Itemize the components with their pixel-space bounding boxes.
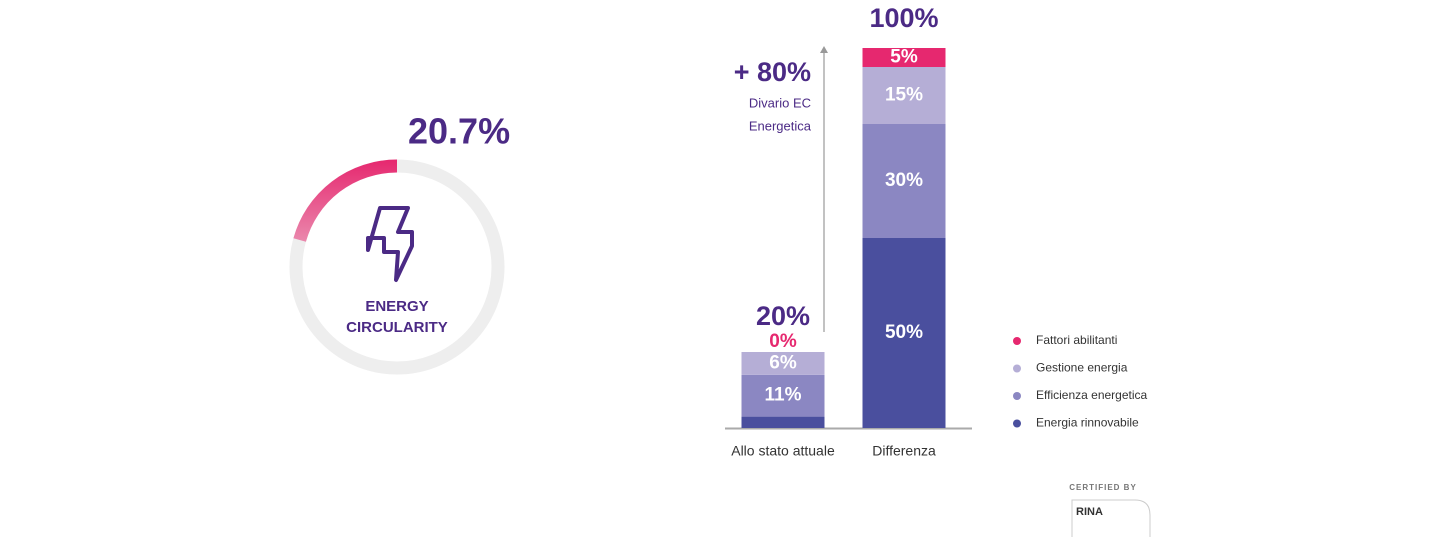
bar-segment: [741, 416, 825, 428]
gap-note: Energetica: [749, 118, 812, 133]
x-tick-label: Differenza: [872, 443, 936, 459]
total-label: 100%: [869, 3, 938, 33]
gauge-value: 20.7%: [408, 111, 510, 152]
gap-arrowhead: [820, 46, 828, 53]
legend-marker: [1013, 364, 1021, 373]
gauge-label: CIRCULARITY: [346, 319, 448, 336]
lightning-icon: [366, 206, 414, 282]
gap-note: Divario EC: [749, 95, 811, 110]
legend-marker: [1013, 392, 1021, 400]
certification: CERTIFIED BY RINA: [1069, 483, 1151, 537]
total-label: 20%: [756, 301, 810, 331]
legend-label: Energia rinnovabile: [1036, 416, 1139, 430]
legend-marker: [1013, 419, 1021, 428]
value-label: 6%: [769, 352, 797, 373]
gauge: ENERGY CIRCULARITY 20.7%: [289, 111, 510, 375]
value-label: 5%: [890, 47, 918, 68]
gauge-arc: [293, 159, 398, 242]
value-label: 11%: [765, 385, 802, 406]
legend-marker: [1013, 337, 1021, 345]
legend-label: Fattori abilitanti: [1036, 333, 1117, 347]
cert-caption: CERTIFIED BY: [1069, 483, 1137, 492]
value-label: 50%: [885, 322, 923, 343]
legend-label: Gestione energia: [1036, 361, 1128, 375]
cert-logo: RINA: [1076, 506, 1103, 518]
gap-label: + 80%: [734, 57, 811, 87]
bar-segment: [862, 67, 946, 124]
bar-segment: [862, 48, 946, 67]
bar-segment: [741, 374, 825, 417]
bar-segment: [862, 124, 946, 238]
bar-segment: [862, 238, 946, 428]
bar-segment: [741, 352, 825, 375]
gauge-label: ENERGY: [365, 298, 428, 315]
value-label: 15%: [885, 85, 923, 106]
x-tick-label: Allo stato attuale: [731, 443, 835, 459]
value-label: 0%: [769, 331, 797, 352]
value-label: 30%: [885, 170, 923, 191]
legend-label: Efficienza energetica: [1036, 388, 1148, 402]
cert-frame: [1071, 499, 1151, 537]
